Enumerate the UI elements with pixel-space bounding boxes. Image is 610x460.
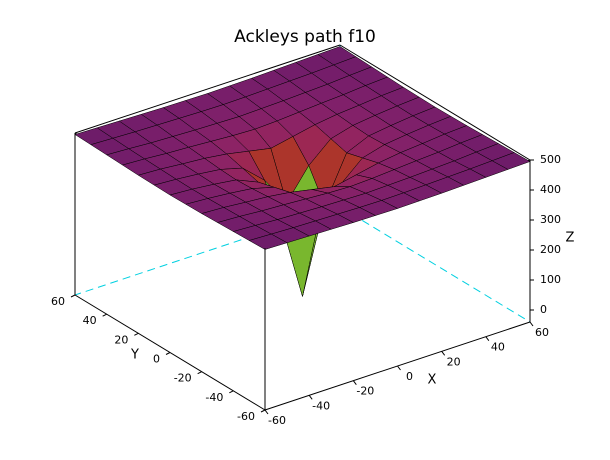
z-tick-label: 400 [540, 183, 561, 196]
x-tick-label: 20 [447, 355, 461, 368]
z-tick-label: 200 [540, 243, 561, 256]
y-tick [260, 409, 266, 413]
x-tick [441, 351, 446, 356]
y-tick [165, 352, 171, 355]
y-tick-label: 60 [51, 295, 65, 308]
x-tick [485, 336, 490, 341]
z-tick-label: 500 [540, 153, 561, 166]
z-tick-label: 100 [540, 273, 561, 286]
x-tick [529, 321, 534, 327]
x-tick [264, 409, 269, 415]
chart-title: Ackleys path f10 [234, 27, 376, 47]
y-tick [134, 332, 139, 336]
box-edge [339, 44, 531, 161]
z-tick-label: 300 [540, 213, 561, 226]
x-tick [397, 365, 401, 371]
y-tick [197, 371, 202, 375]
x-tick-label: -20 [356, 385, 374, 398]
z-axis-label: Z [566, 231, 575, 246]
x-tick-label: -60 [268, 414, 286, 427]
y-tick-label: 0 [153, 353, 160, 366]
y-tick-label: -20 [174, 372, 192, 385]
box-edge [74, 44, 341, 134]
y-tick [70, 294, 76, 298]
y-tick-label: 20 [114, 333, 128, 346]
x-tick [308, 395, 313, 400]
x-tick-label: 0 [406, 370, 413, 383]
x-tick-label: 60 [535, 326, 549, 339]
y-tick-label: -60 [237, 410, 255, 423]
x-tick-label: 40 [491, 341, 505, 354]
y-tick [229, 390, 234, 394]
y-tick-label: 40 [83, 314, 97, 327]
x-tick-label: -40 [312, 399, 330, 412]
surface-cell [248, 233, 288, 250]
x-axis-label: X [428, 373, 437, 388]
z-tick-label: 0 [540, 303, 547, 316]
y-tick [102, 313, 107, 317]
y-tick-label: -40 [205, 391, 223, 404]
back-edge [339, 206, 531, 323]
y-axis-label: Y [130, 348, 139, 363]
x-tick [352, 380, 357, 385]
